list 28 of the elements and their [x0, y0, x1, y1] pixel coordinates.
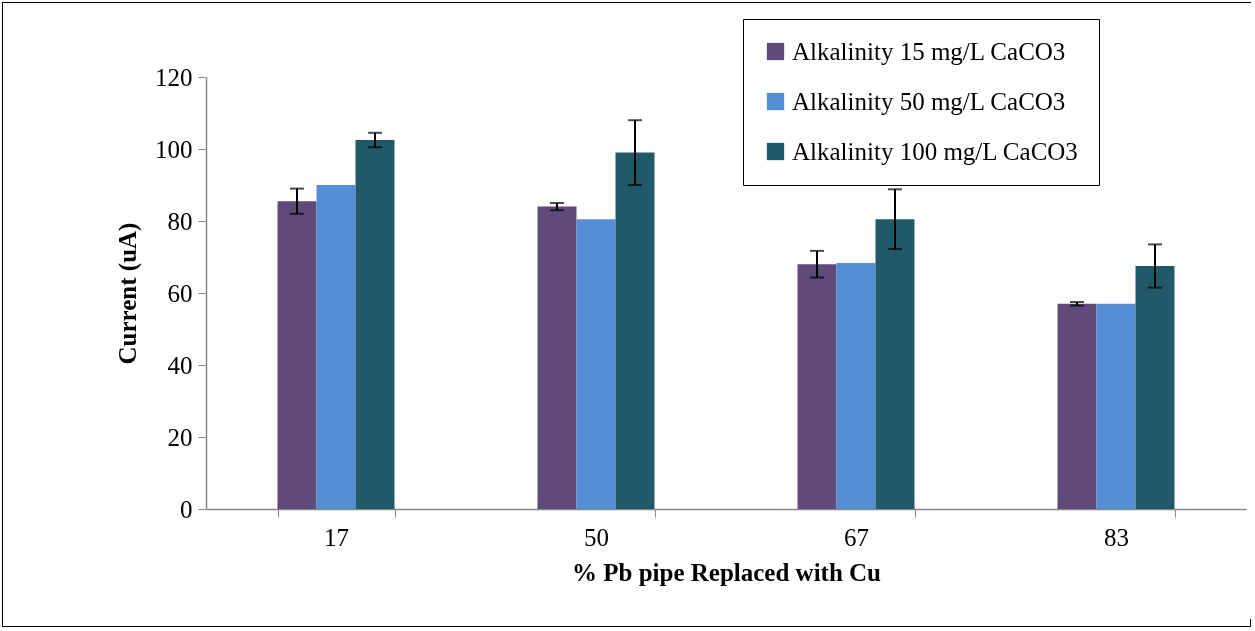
y-tick-label: 80: [167, 207, 193, 235]
legend-label: Alkalinity 15 mg/L CaCO3: [792, 37, 1066, 65]
bar: [1057, 303, 1097, 509]
bar: [537, 206, 577, 509]
legend-label: Alkalinity 100 mg/L CaCO3: [792, 137, 1078, 165]
bar: [576, 219, 616, 509]
x-tick-label: 17: [324, 523, 349, 551]
y-tick-label: 100: [155, 135, 193, 163]
bar: [615, 152, 655, 509]
x-axis-title: % Pb pipe Replaced with Cu: [571, 558, 882, 586]
bar: [355, 140, 395, 509]
x-tick-label: 83: [1104, 523, 1129, 551]
bar: [836, 263, 876, 509]
y-axis-title: Current (uA): [114, 222, 142, 365]
bar: [797, 264, 837, 509]
bar: [277, 201, 317, 509]
bar: [1135, 266, 1175, 509]
y-tick-label: 20: [167, 423, 193, 451]
x-tick-label: 50: [584, 523, 609, 551]
y-tick-label: 60: [167, 279, 193, 307]
bar: [875, 219, 915, 509]
y-tick-label: 0: [180, 495, 193, 523]
y-tick-label: 120: [155, 63, 193, 91]
legend-label: Alkalinity 50 mg/L CaCO3: [792, 87, 1066, 115]
bar: [316, 185, 356, 509]
bar: [1096, 303, 1136, 509]
x-tick-label: 67: [844, 523, 869, 551]
y-tick-label: 40: [167, 351, 193, 379]
